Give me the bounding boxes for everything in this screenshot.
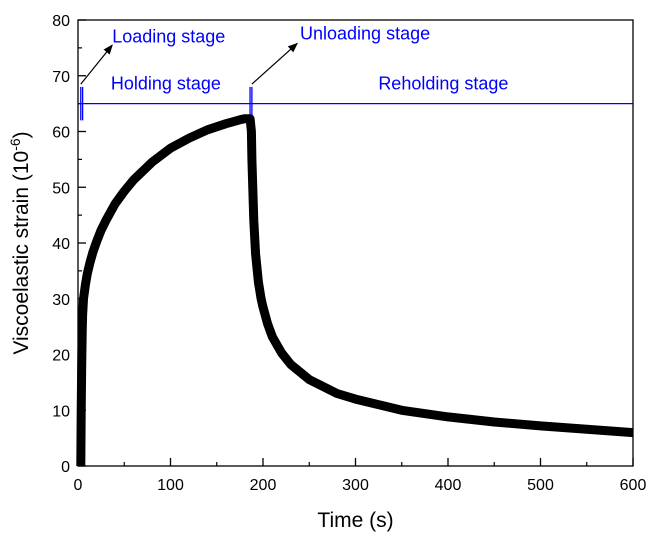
y-tick-label: 40 bbox=[52, 236, 70, 253]
stage-annotation: Holding stage bbox=[111, 74, 221, 94]
y-axis-title-close: ) bbox=[10, 131, 33, 138]
y-tick-label: 10 bbox=[52, 403, 70, 420]
y-axis-title-exponent: -6 bbox=[7, 138, 23, 151]
series-layer bbox=[76, 114, 634, 467]
y-tick-label: 50 bbox=[52, 180, 70, 197]
viscoelastic-strain-series bbox=[76, 114, 634, 467]
x-tick-label: 100 bbox=[157, 477, 184, 494]
plot-frame bbox=[77, 19, 634, 467]
x-tick-label: 500 bbox=[527, 477, 554, 494]
x-tick-label: 400 bbox=[435, 477, 462, 494]
stage-annotation: Reholding stage bbox=[378, 74, 508, 94]
y-tick-label: 70 bbox=[52, 69, 70, 86]
x-tick-label: 600 bbox=[620, 477, 647, 494]
stage-annotation: Loading stage bbox=[112, 26, 225, 46]
x-axis-title: Time (s) bbox=[317, 509, 393, 532]
x-tick-label: 200 bbox=[250, 477, 277, 494]
stage-annotation: Unloading stage bbox=[300, 24, 430, 44]
annotation-layer: Loading stage Holding stage Unloading stag… bbox=[80, 24, 508, 94]
y-tick-label: 30 bbox=[52, 292, 70, 309]
y-axis-title-main: Viscoelastic strain (10 bbox=[10, 151, 33, 355]
annotation-arrow bbox=[251, 42, 298, 85]
x-tick-label: 0 bbox=[74, 477, 83, 494]
y-axis-title: Viscoelastic strain (10-6) bbox=[7, 131, 33, 354]
tick-labels: 0 100 200 300 400 500 600 0 10 20 30 40 50 60 70 80 bbox=[52, 13, 646, 494]
annotation-arrow bbox=[80, 44, 113, 85]
y-tick-label: 60 bbox=[52, 125, 70, 142]
y-tick-label: 20 bbox=[52, 348, 70, 365]
x-tick-label: 300 bbox=[342, 477, 369, 494]
y-tick-label: 80 bbox=[52, 13, 70, 30]
y-tick-label: 0 bbox=[61, 459, 70, 476]
